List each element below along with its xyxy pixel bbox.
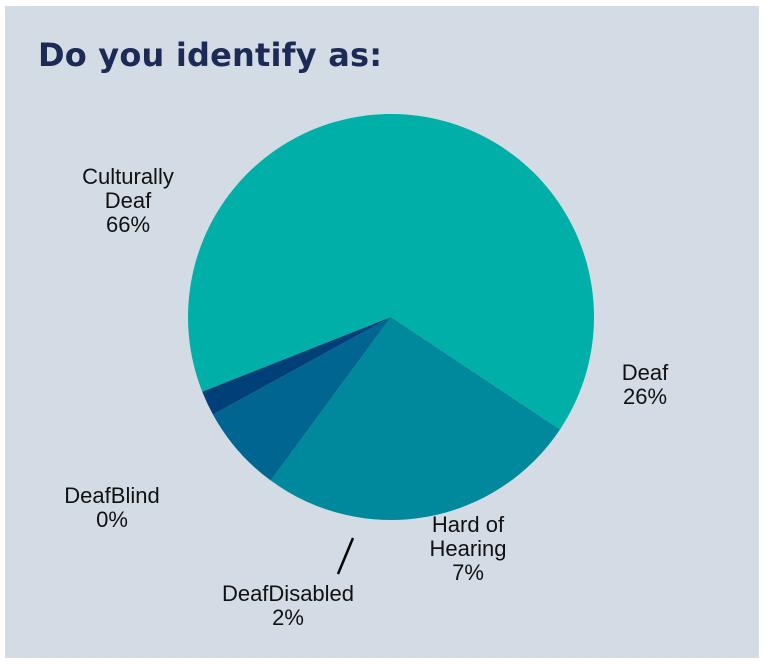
slice-label-percent: 66% [106,212,150,237]
pie-slice-culturally-deaf [188,113,595,430]
slice-label-deafdisabled: DeafDisabled 2% [222,581,354,630]
leader-lines [336,537,355,575]
pie-slice-hard-of-hearing [212,317,391,481]
slice-label-category: Deaf [105,188,152,213]
slice-label-category: DeafBlind [64,483,159,508]
slice-label-hard-of-hearing: Hard of Hearing 7% [429,512,506,585]
slice-label-deaf: Deaf 26% [622,360,669,409]
leader-line-deafdisabled [336,537,355,575]
slice-label-percent: 0% [96,507,128,532]
slice-label-percent: 26% [623,384,667,409]
slice-label-culturally-deaf: Culturally Deaf 66% [82,164,174,237]
chart-title: Do you identify as: [38,36,383,74]
pie-slices [188,113,595,521]
slice-label-percent: 7% [452,560,484,585]
pie-slice-deafdisabled [202,317,391,415]
slice-label-category: DeafDisabled [222,581,354,606]
slice-label-deafblind: DeafBlind 0% [64,483,159,532]
slice-label-category: Hearing [429,536,506,561]
slice-label-category: Culturally [82,164,174,189]
pie-slice-deaf [270,317,560,521]
slice-label-category: Deaf [622,360,669,385]
slice-labels: Culturally Deaf 66%Deaf 26%Hard of Hearing 7%… [64,164,669,630]
slice-label-category: Hard of [432,512,505,537]
slice-label-percent: 2% [272,605,304,630]
